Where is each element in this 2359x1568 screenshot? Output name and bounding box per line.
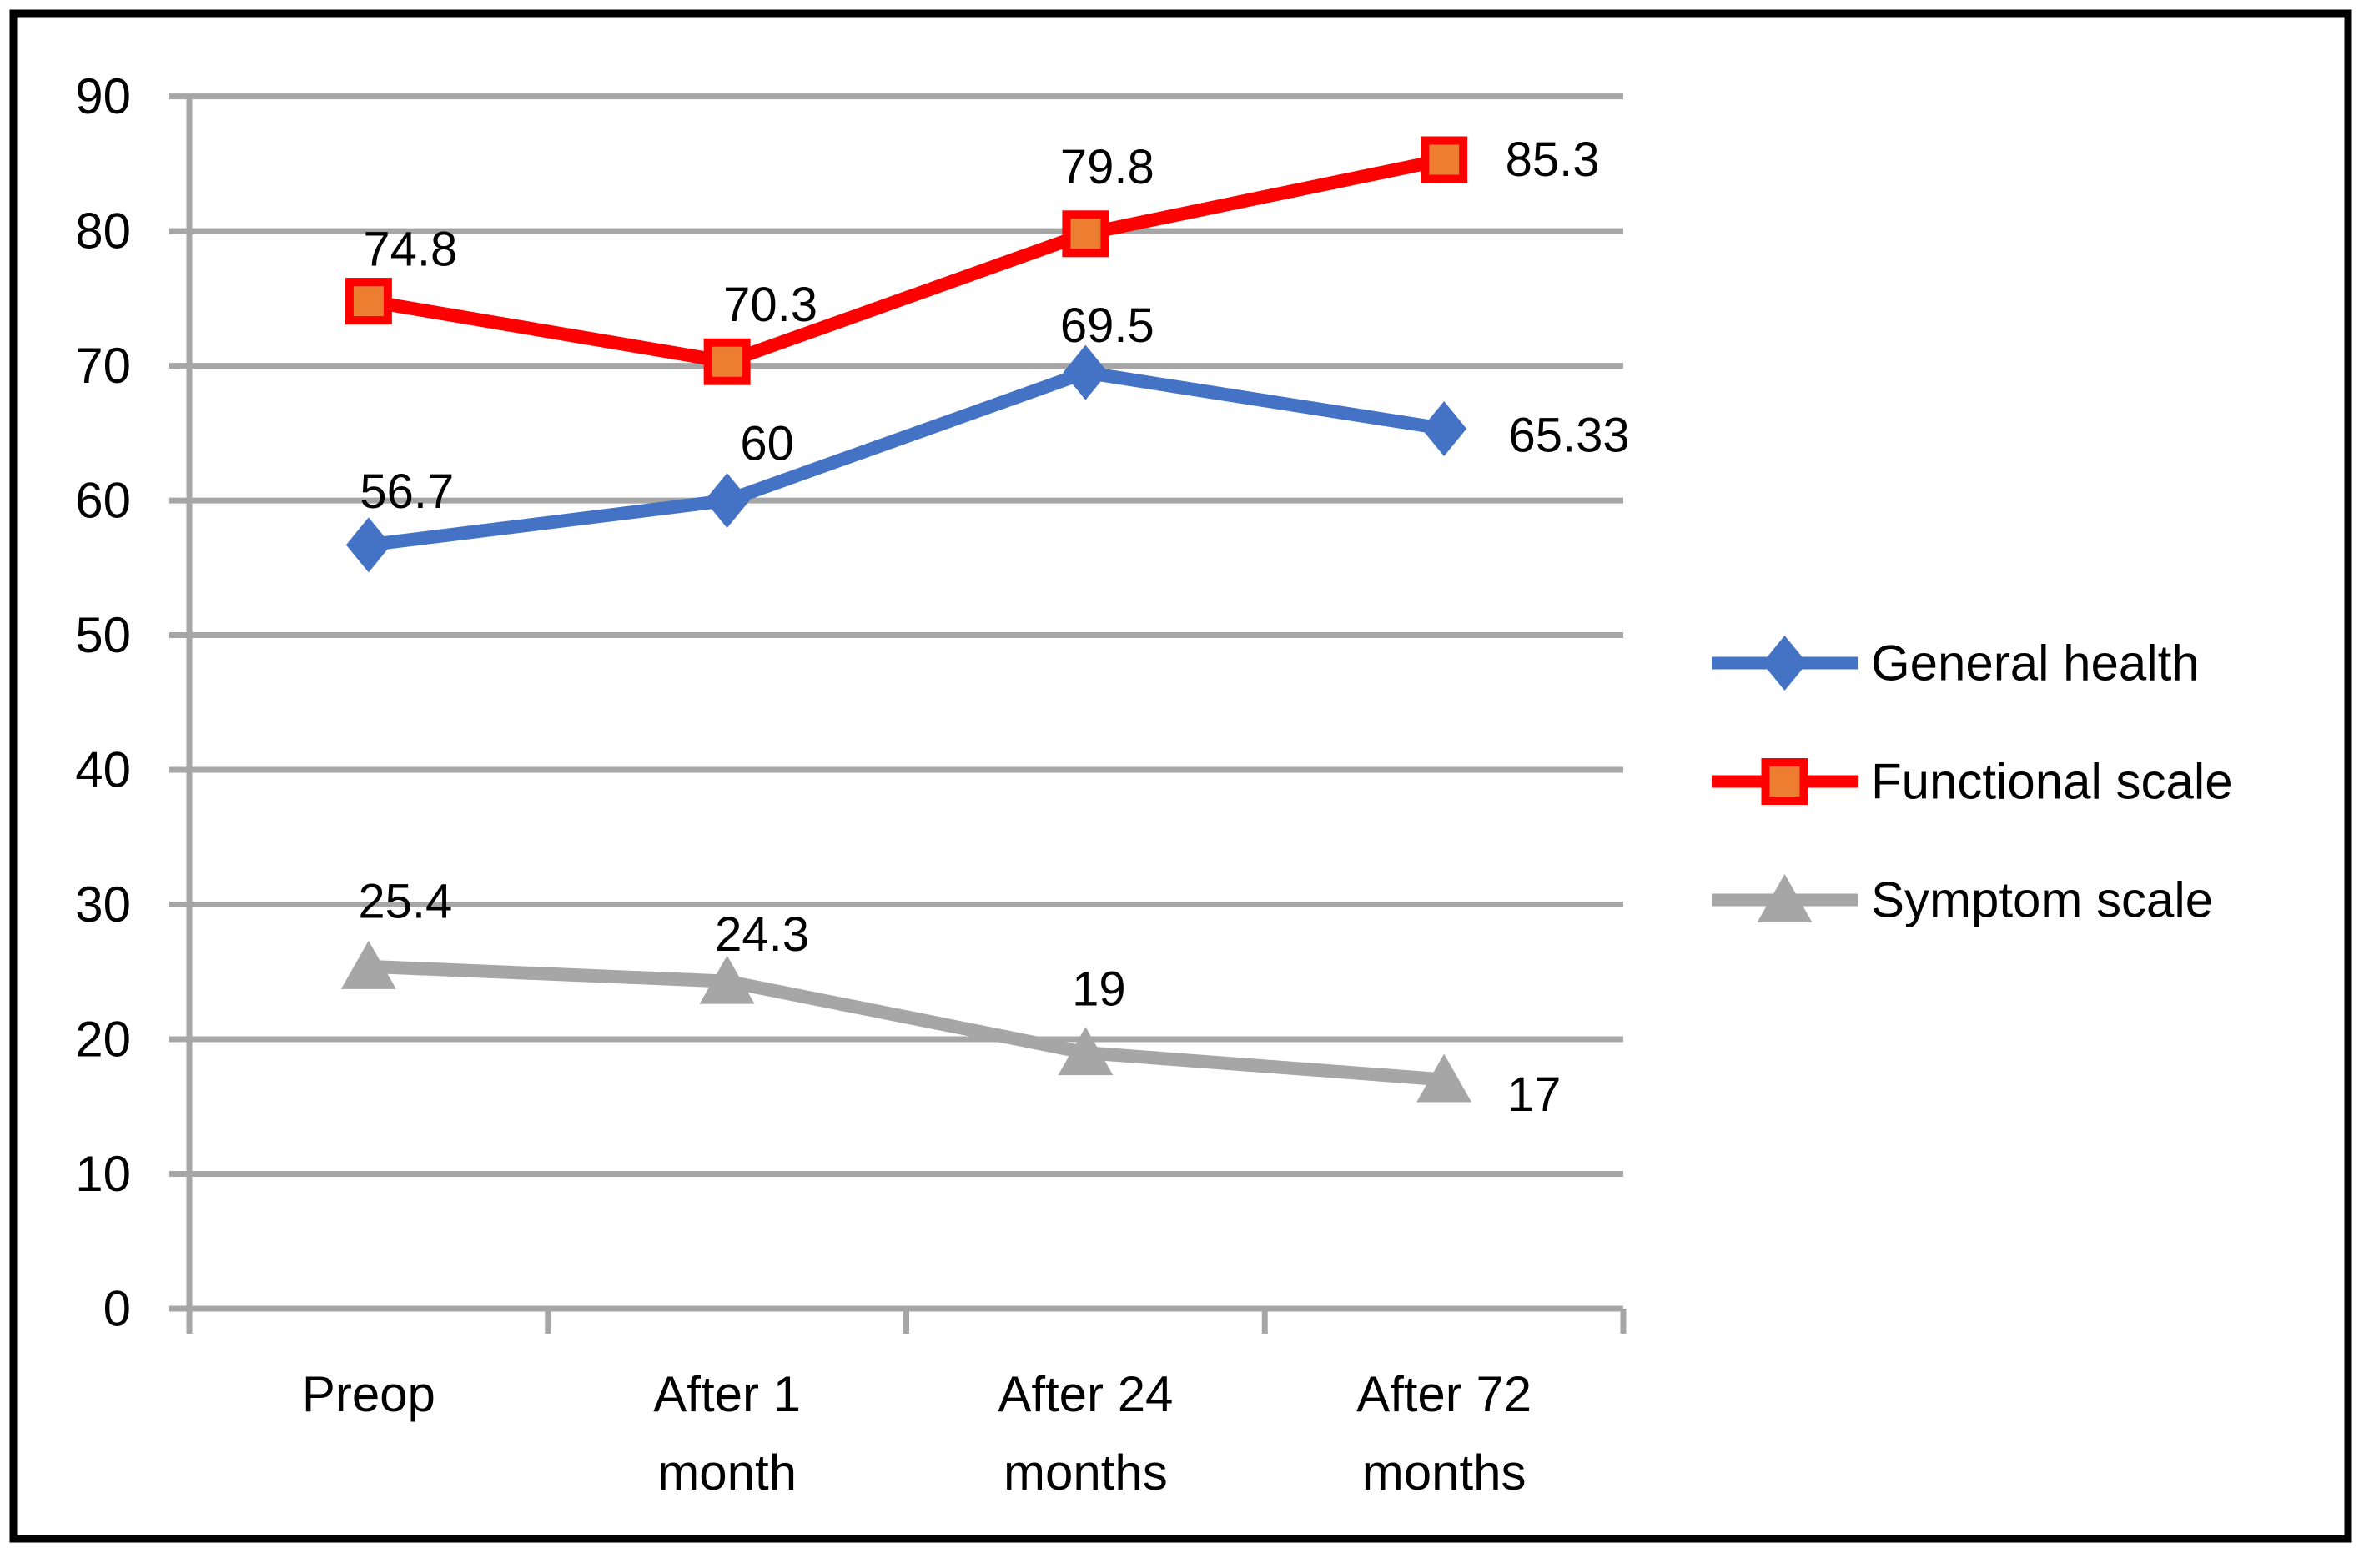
x-axis-label: After 1 xyxy=(653,1366,801,1422)
legend-label: Functional scale xyxy=(1871,754,2233,810)
y-axis-label: 10 xyxy=(75,1146,131,1202)
x-axis-ticks xyxy=(186,1309,1627,1334)
x-axis-label: months xyxy=(1362,1445,1527,1500)
x-axis-label: After 24 xyxy=(998,1366,1173,1422)
data-point-marker-diamond xyxy=(1421,400,1467,456)
data-label: 17 xyxy=(1507,1068,1562,1122)
data-point-marker-square xyxy=(1421,136,1468,183)
data-label: 19 xyxy=(1072,962,1126,1017)
y-axis-label: 40 xyxy=(75,742,131,798)
series-line-general-health xyxy=(367,365,1446,552)
gridlines xyxy=(169,93,1623,1312)
y-axis-label: 50 xyxy=(75,607,131,663)
data-label: 60 xyxy=(740,417,794,471)
series-symptom-scale: 25.4 24.3 19 17 xyxy=(340,874,1562,1122)
series-line-functional-scale xyxy=(367,153,1446,369)
y-axis-label: 30 xyxy=(75,877,131,932)
legend-item-symptom-scale: Symptom scale xyxy=(1712,872,2213,928)
data-point-marker-diamond xyxy=(1063,344,1109,400)
data-label: 65.33 xyxy=(1509,408,1630,462)
x-axis-label: month xyxy=(657,1445,797,1500)
data-point-marker-diamond xyxy=(704,473,750,529)
data-point-marker-diamond xyxy=(345,517,391,573)
series-general-health: 56.7 60 69.5 65.33 xyxy=(345,299,1630,573)
data-label: 69.5 xyxy=(1060,299,1154,353)
y-axis-label: 80 xyxy=(75,204,131,259)
data-point-marker-triangle xyxy=(340,940,396,989)
data-point-marker-square xyxy=(1761,758,1808,805)
data-point-marker-square xyxy=(1062,210,1109,258)
x-axis-label: Preop xyxy=(302,1366,435,1422)
data-label: 56.7 xyxy=(360,465,454,519)
data-point-marker-triangle xyxy=(699,955,755,1004)
data-point-marker-triangle xyxy=(1058,1027,1114,1076)
legend-item-functional-scale: Functional scale xyxy=(1712,754,2233,810)
x-axis-labels: Preop After 1 month After 24 months After 72 m… xyxy=(302,1366,1532,1500)
figure-border xyxy=(9,9,2352,1543)
data-label: 79.8 xyxy=(1060,140,1154,194)
series-functional-scale: 74.8 70.3 79.8 85.3 xyxy=(345,133,1600,385)
y-axis-label: 70 xyxy=(75,338,131,394)
x-axis-label: After 72 xyxy=(1356,1366,1532,1422)
legend-item-general-health: General health xyxy=(1712,636,2200,691)
data-point-marker-diamond xyxy=(1762,636,1808,691)
data-point-marker-triangle xyxy=(1757,874,1813,922)
y-axis-label: 0 xyxy=(103,1281,131,1337)
data-label: 25.4 xyxy=(358,874,452,928)
data-label: 74.8 xyxy=(363,223,457,277)
y-axis-label: 60 xyxy=(75,473,131,529)
y-axis-label: 20 xyxy=(75,1012,131,1068)
legend-label: Symptom scale xyxy=(1871,872,2213,928)
x-axis-label: months xyxy=(1003,1445,1168,1500)
data-label: 85.3 xyxy=(1506,133,1600,187)
data-label: 70.3 xyxy=(723,278,817,332)
data-point-marker-triangle xyxy=(1416,1053,1472,1103)
data-point-marker-square xyxy=(345,278,392,325)
legend: General health Functional scale Symptom sc… xyxy=(1712,636,2233,928)
data-point-marker-square xyxy=(703,338,751,385)
data-label: 24.3 xyxy=(715,907,809,962)
legend-label: General health xyxy=(1871,636,2200,691)
y-axis-label: 90 xyxy=(75,68,131,124)
series-line-symptom-scale xyxy=(368,959,1445,1087)
y-axis-labels: 90 80 70 60 50 40 30 20 10 0 xyxy=(75,68,131,1336)
